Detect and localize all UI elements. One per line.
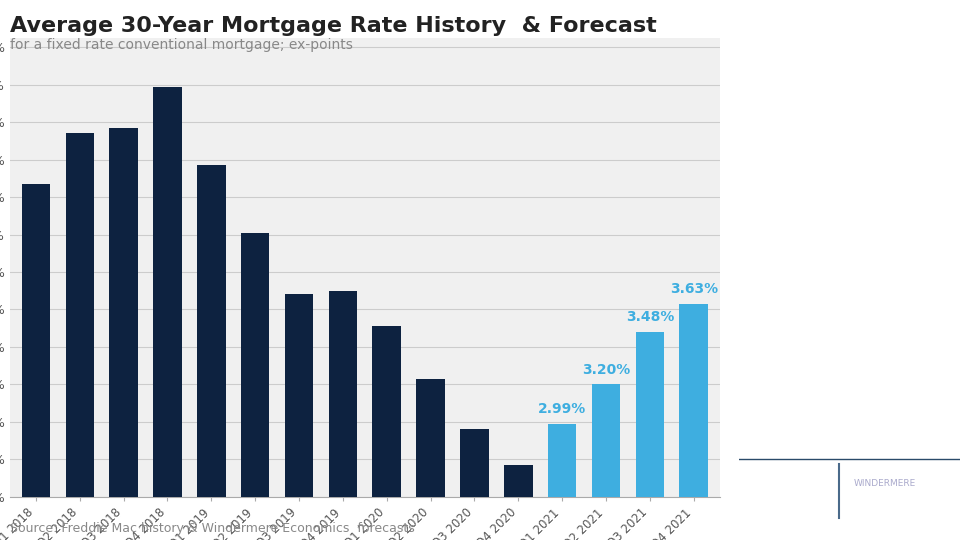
- Bar: [154, 86, 181, 497]
- Text: 3.63%: 3.63%: [670, 282, 718, 296]
- Text: Source: Freddie Mac history & Windermere Economics  forecasts: Source: Freddie Mac history & Windermere…: [10, 522, 415, 535]
- Text: WINDERMERE: WINDERMERE: [854, 479, 916, 488]
- Bar: [591, 384, 620, 497]
- Text: Economics: Economics: [854, 496, 950, 514]
- Bar: [761, 491, 775, 510]
- Bar: [372, 326, 401, 497]
- Text: Although
Rising,
Rates Will
Remain Very
Reasonable: Although Rising, Rates Will Remain Very …: [760, 145, 939, 287]
- Bar: [328, 291, 357, 497]
- Bar: [285, 294, 313, 497]
- Text: for a fixed rate conventional mortgage; ex-points: for a fixed rate conventional mortgage; …: [10, 38, 352, 52]
- Bar: [460, 429, 489, 497]
- Bar: [197, 165, 226, 497]
- Bar: [109, 128, 138, 497]
- Text: 2.99%: 2.99%: [538, 402, 587, 416]
- Text: 3.48%: 3.48%: [626, 310, 674, 325]
- Bar: [680, 304, 708, 497]
- Bar: [797, 470, 810, 510]
- Bar: [65, 133, 94, 497]
- Bar: [636, 332, 664, 497]
- Bar: [241, 233, 270, 497]
- Bar: [504, 465, 533, 497]
- Bar: [22, 184, 50, 497]
- Text: 3.20%: 3.20%: [582, 363, 630, 377]
- Bar: [779, 481, 792, 510]
- Bar: [417, 379, 444, 497]
- Text: Average 30-Year Mortgage Rate History  & Forecast: Average 30-Year Mortgage Rate History & …: [10, 16, 657, 36]
- Bar: [548, 424, 576, 497]
